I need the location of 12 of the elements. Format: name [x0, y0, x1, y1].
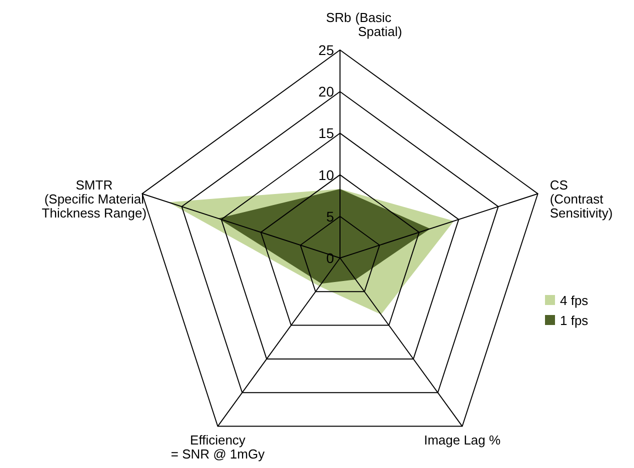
- legend-label: 4 fps: [560, 293, 589, 308]
- y-tick-label: 25: [318, 42, 334, 58]
- spoke-label: Image Lag %: [424, 432, 501, 448]
- y-tick-label: 10: [318, 166, 334, 183]
- y-tick-label: 15: [318, 125, 334, 142]
- y-tick-label: 5: [326, 208, 334, 224]
- spoke-label: SRb (Basic Spatial): [326, 10, 402, 39]
- spoke-label: Efficiency = SNR @ 1mGy: [170, 432, 266, 462]
- legend-label: 1 fps: [560, 313, 589, 328]
- spoke-label: SMTR (Specific Material Thickness Range): [42, 178, 147, 221]
- spoke-label: CS (Contrast Sensitivity): [550, 178, 613, 221]
- y-tick-label: 20: [318, 84, 334, 100]
